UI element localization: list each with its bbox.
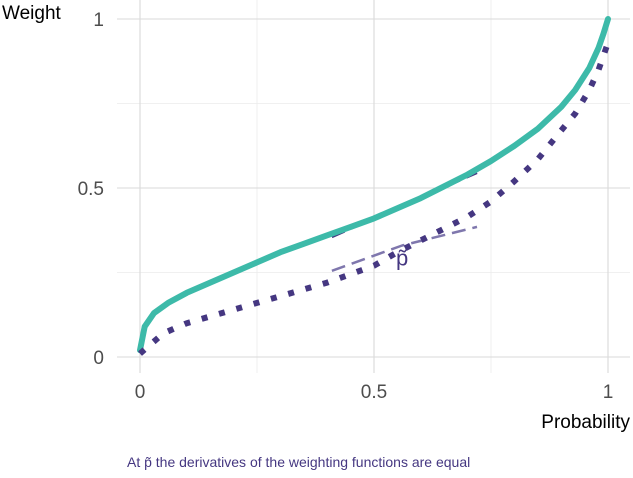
series-dashed-line <box>331 225 478 272</box>
y-tick-label: 0 <box>93 348 104 369</box>
y-axis-title: Weight <box>2 3 62 24</box>
tick-labels: 0 0.5 1 0 0.5 1 <box>78 10 614 403</box>
x-axis-title: Probability <box>541 412 630 433</box>
y-tick-label: 0.5 <box>78 179 104 200</box>
p-tilde-annotation: p̃ <box>396 246 408 271</box>
caption: At p̃ the derivatives of the weighting f… <box>127 454 471 470</box>
x-tick-label: 1 <box>603 382 614 403</box>
x-tick-label: 0 <box>135 382 146 403</box>
y-tick-label: 1 <box>93 10 104 31</box>
grid-major <box>117 0 630 373</box>
series-layer <box>137 16 611 356</box>
series-solid-line <box>137 16 611 354</box>
x-tick-label: 0.5 <box>361 382 387 403</box>
